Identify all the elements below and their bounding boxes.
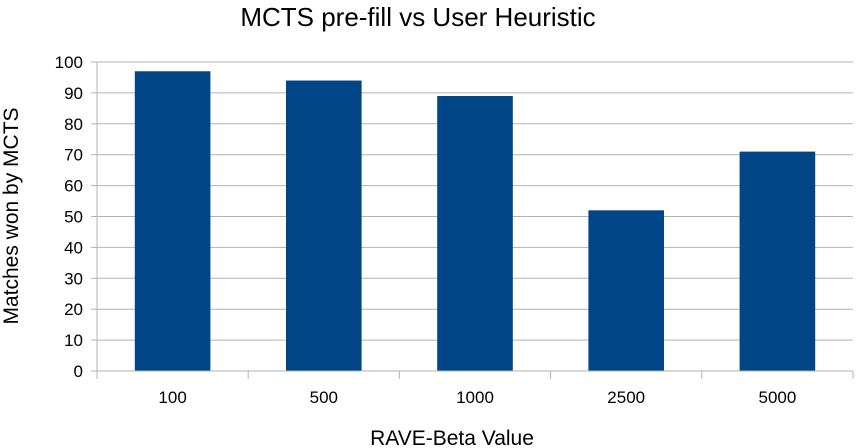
x-tick-label: 100: [158, 388, 186, 407]
y-tick-label: 70: [64, 146, 83, 165]
x-tick-label: 500: [310, 388, 338, 407]
x-tick-label: 2500: [607, 388, 645, 407]
x-tick-label: 1000: [456, 388, 494, 407]
x-tick-label: 5000: [758, 388, 796, 407]
y-tick-label: 30: [64, 269, 83, 288]
bar-500: [286, 80, 362, 371]
bar-100: [134, 71, 211, 372]
y-tick-labels: 0 10 20 30 40 50 60 70 80 90 100: [55, 53, 83, 381]
bar-1000: [437, 95, 513, 372]
y-tick-label: 60: [64, 177, 83, 196]
y-tick-label: 40: [64, 238, 83, 257]
bars: [134, 71, 816, 372]
y-tick-label: 80: [64, 115, 83, 134]
bar-2500: [588, 210, 664, 371]
y-tick-label: 100: [55, 53, 83, 72]
chart-title: MCTS pre-fill vs User Heuristic: [240, 2, 595, 32]
y-tick-label: 10: [64, 331, 83, 350]
y-tick-label: 50: [64, 208, 83, 227]
y-tick-label: 20: [64, 300, 83, 319]
x-tick-labels: 100 500 1000 2500 5000: [158, 388, 796, 407]
bar-5000: [739, 151, 816, 371]
y-tick-label: 0: [74, 362, 83, 381]
y-axis-label: Matches won by MCTS: [0, 107, 23, 324]
x-axis-label: RAVE-Beta Value: [370, 427, 534, 448]
axes: [96, 62, 854, 379]
y-tick-label: 90: [64, 84, 83, 103]
